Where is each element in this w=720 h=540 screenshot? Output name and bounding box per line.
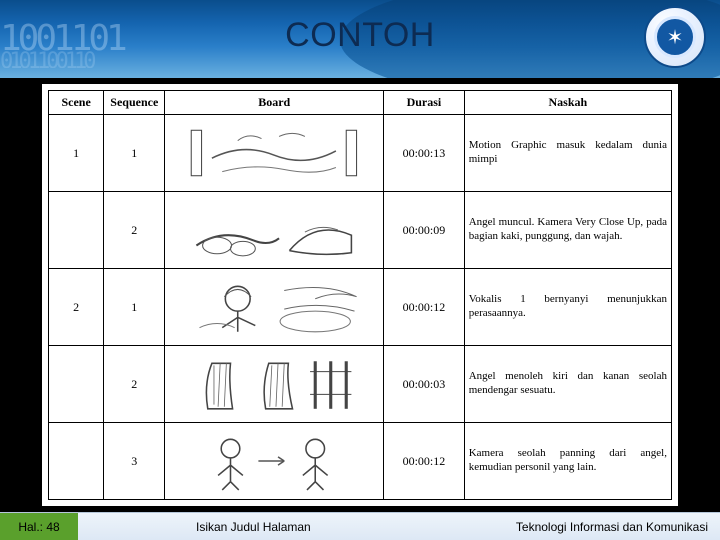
- storyboard-table: Scene Sequence Board Durasi Naskah 1 1: [48, 90, 672, 500]
- table-row: 2 1 00:00:12 Voka: [49, 269, 672, 346]
- sketch-icon: [169, 199, 379, 261]
- cell-sequence: 3: [104, 423, 165, 500]
- sketch-icon: [169, 276, 379, 338]
- cell-durasi: 00:00:13: [384, 115, 465, 192]
- table-row: 1 1 00:00:13 Motion Graphic masu: [49, 115, 672, 192]
- header-band: 10011010101100110 CONTOH ✶: [0, 0, 720, 78]
- sketch-icon: [169, 430, 379, 492]
- cell-board: [165, 192, 384, 269]
- cell-durasi: 00:00:12: [384, 269, 465, 346]
- col-board: Board: [165, 91, 384, 115]
- cell-board: [165, 115, 384, 192]
- col-sequence: Sequence: [104, 91, 165, 115]
- cell-board: [165, 346, 384, 423]
- table-row: 3 00:00:12 Kamera seolah panning dari an…: [49, 423, 672, 500]
- cell-board: [165, 423, 384, 500]
- cell-durasi: 00:00:03: [384, 346, 465, 423]
- cell-sequence: 1: [104, 269, 165, 346]
- table-row: 2 00:00: [49, 346, 672, 423]
- sketch-icon: [169, 353, 379, 415]
- cell-naskah: Vokalis 1 bernyanyi menunjukkan perasaan…: [464, 269, 671, 346]
- cell-board: [165, 269, 384, 346]
- cell-naskah: Angel menoleh kiri dan kanan seolah mend…: [464, 346, 671, 423]
- cell-sequence: 2: [104, 346, 165, 423]
- cell-scene: 2: [49, 269, 104, 346]
- slide-title: CONTOH: [0, 16, 720, 55]
- col-naskah: Naskah: [464, 91, 671, 115]
- logo-emblem-icon: ✶: [654, 16, 696, 58]
- cell-naskah: Kamera seolah panning dari angel, kemudi…: [464, 423, 671, 500]
- table-row: 2 00:00:09 Angel muncul. Kamera Very Clo…: [49, 192, 672, 269]
- col-scene: Scene: [49, 91, 104, 115]
- ministry-logo: ✶: [644, 6, 706, 68]
- content-area: Scene Sequence Board Durasi Naskah 1 1: [0, 78, 720, 512]
- cell-scene: [49, 192, 104, 269]
- cell-scene: [49, 346, 104, 423]
- cell-scene: [49, 423, 104, 500]
- col-durasi: Durasi: [384, 91, 465, 115]
- cell-durasi: 00:00:09: [384, 192, 465, 269]
- cell-naskah: Angel muncul. Kamera Very Close Up, pada…: [464, 192, 671, 269]
- cell-naskah: Motion Graphic masuk kedalam dunia mimpi: [464, 115, 671, 192]
- cell-scene: 1: [49, 115, 104, 192]
- footer-center-text: Isikan Judul Halaman: [196, 520, 311, 534]
- footer-right-text: Teknologi Informasi dan Komunikasi: [516, 520, 708, 534]
- sketch-icon: [169, 122, 379, 184]
- table-header-row: Scene Sequence Board Durasi Naskah: [49, 91, 672, 115]
- page-number-badge: Hal.: 48: [0, 513, 78, 540]
- cell-sequence: 1: [104, 115, 165, 192]
- cell-durasi: 00:00:12: [384, 423, 465, 500]
- footer-bar: Hal.: 48 Isikan Judul Halaman Teknologi …: [0, 512, 720, 540]
- cell-sequence: 2: [104, 192, 165, 269]
- storyboard-sheet: Scene Sequence Board Durasi Naskah 1 1: [42, 84, 678, 506]
